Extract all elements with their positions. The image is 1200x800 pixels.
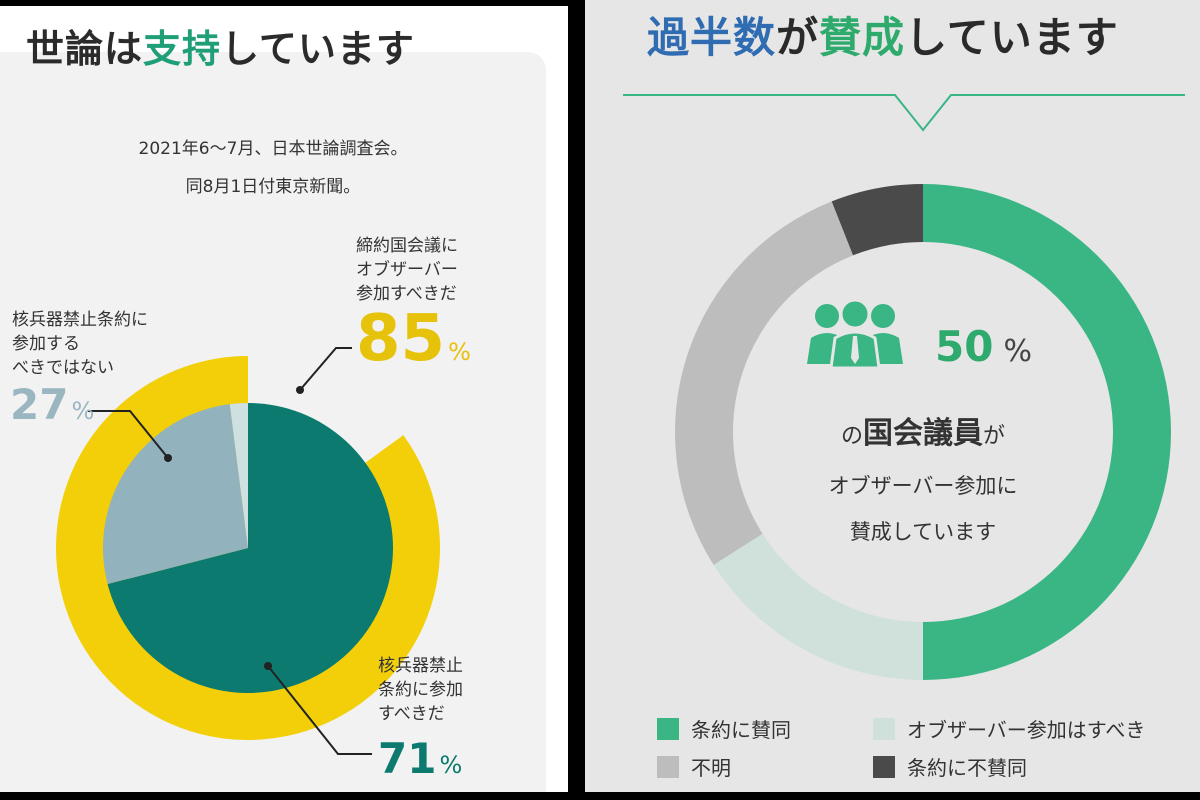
value-join: 71% (378, 734, 463, 783)
legend-swatch (657, 755, 679, 778)
center-line-3: 賛成しています (849, 520, 997, 544)
nested-pie-chart (56, 347, 441, 755)
legend-swatch (873, 717, 895, 740)
label-join: 核兵器禁止 条約に参加 すべきだ (378, 656, 463, 724)
leader-line-join (267, 665, 372, 755)
legend-item-observer: オブザーバー参加はすべき (873, 714, 1145, 743)
people-group-icon (807, 298, 903, 370)
inner-pie-slice-1 (102, 404, 249, 585)
legend-item-unknown: 不明 (657, 752, 731, 781)
donut-slice-3 (831, 184, 923, 256)
inner-pie-slice-2 (229, 403, 248, 548)
title-divider (623, 94, 1185, 132)
center-value: 50% (935, 322, 1032, 371)
legend-item-agree: 条約に賛同 (657, 714, 791, 743)
source-line-1: 2021年6～7月、日本世論調査会。 (138, 139, 408, 159)
leader-line-observer (299, 347, 352, 391)
value-observer: 85% (356, 302, 471, 376)
leader-line-not-join (88, 410, 169, 459)
right-title: 過半数が賛成しています (647, 13, 1119, 62)
donut-chart (674, 184, 1171, 680)
donut-slice-0 (923, 184, 1171, 680)
label-not-join: 核兵器禁止条約に 参加する べきではない (12, 310, 148, 378)
left-title: 世論は支持しています (26, 27, 415, 71)
legend-item-disagree: 条約に不賛同 (873, 752, 1027, 781)
donut-slice-1 (713, 533, 923, 680)
leader-line-join-dot (264, 662, 272, 670)
donut-slice-2 (674, 201, 854, 565)
inner-pie-slice-0 (107, 403, 393, 693)
center-line-2: オブザーバー参加に (828, 474, 1018, 498)
legend-swatch (657, 717, 679, 740)
source-line-2: 同8月1日付東京新聞。 (185, 177, 361, 197)
leader-line-observer-dot (296, 386, 304, 394)
right-panel: 過半数が賛成しています 50% の国会議員が オブザーバー参加に 賛成しています… (585, 0, 1200, 792)
label-observer: 締約国会議に オブザーバー 参加すべきだ (356, 236, 458, 304)
left-panel: 世論は支持しています 2021年6～7月、日本世論調査会。 同8月1日付東京新聞… (0, 6, 568, 792)
leader-line-not-join-dot (164, 454, 172, 462)
legend-swatch (873, 755, 895, 778)
value-not-join: 27% (10, 380, 95, 429)
